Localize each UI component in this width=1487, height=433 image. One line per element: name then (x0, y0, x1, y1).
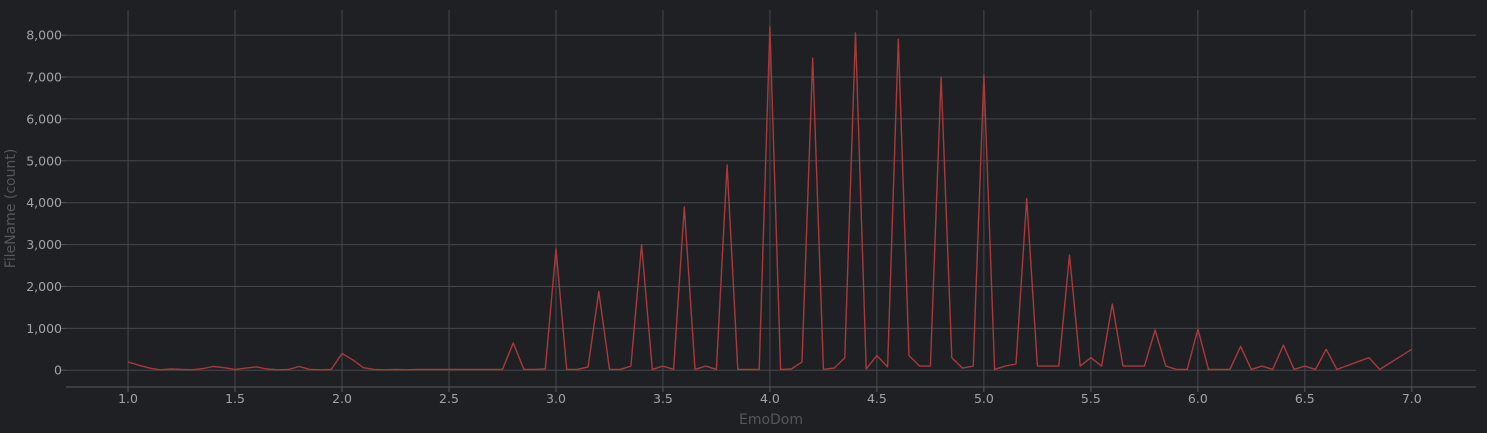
y-tick-label: 5,000 (26, 153, 62, 168)
x-tick-label: 4.0 (760, 391, 780, 406)
series-layer (127, 26, 1413, 371)
y-tick-label: 6,000 (26, 111, 62, 126)
y-tick-label: 8,000 (26, 28, 62, 43)
x-tick-label: 1.0 (118, 391, 138, 406)
y-tick-label: 7,000 (26, 70, 62, 85)
y-tick-label: 4,000 (26, 195, 62, 210)
x-tick-label: 6.0 (1188, 391, 1208, 406)
y-tick-label: 1,000 (26, 321, 62, 336)
x-tick-label: 1.5 (225, 391, 245, 406)
x-axis-title: EmoDom (739, 412, 803, 428)
x-tick-label: 5.5 (1081, 391, 1101, 406)
x-tick-label: 7.0 (1402, 391, 1422, 406)
y-tick-labels: 0 1,000 2,000 3,000 4,000 5,000 6,000 7,000 8,00… (26, 28, 62, 378)
y-tick-label: 3,000 (26, 237, 62, 252)
y-axis-title: FileName (count) (3, 149, 19, 269)
x-tick-label: 3.5 (653, 391, 673, 406)
x-tick-label: 6.5 (1295, 391, 1315, 406)
y-tick-label: 0 (54, 363, 62, 378)
x-tick-label: 3.0 (546, 391, 566, 406)
y-gridlines (61, 34, 1476, 371)
x-tick-label: 2.0 (332, 391, 352, 406)
series-line (127, 26, 1413, 371)
x-tick-label: 2.5 (439, 391, 459, 406)
x-gridlines (127, 10, 1413, 392)
y-tick-label: 2,000 (26, 279, 62, 294)
x-tick-label: 4.5 (867, 391, 887, 406)
x-tick-label: 5.0 (974, 391, 994, 406)
x-tick-labels: 1.0 1.5 2.0 2.5 3.0 3.5 4.0 4.5 5.0 5.5 6.0 6.5 7.0 (118, 391, 1422, 406)
